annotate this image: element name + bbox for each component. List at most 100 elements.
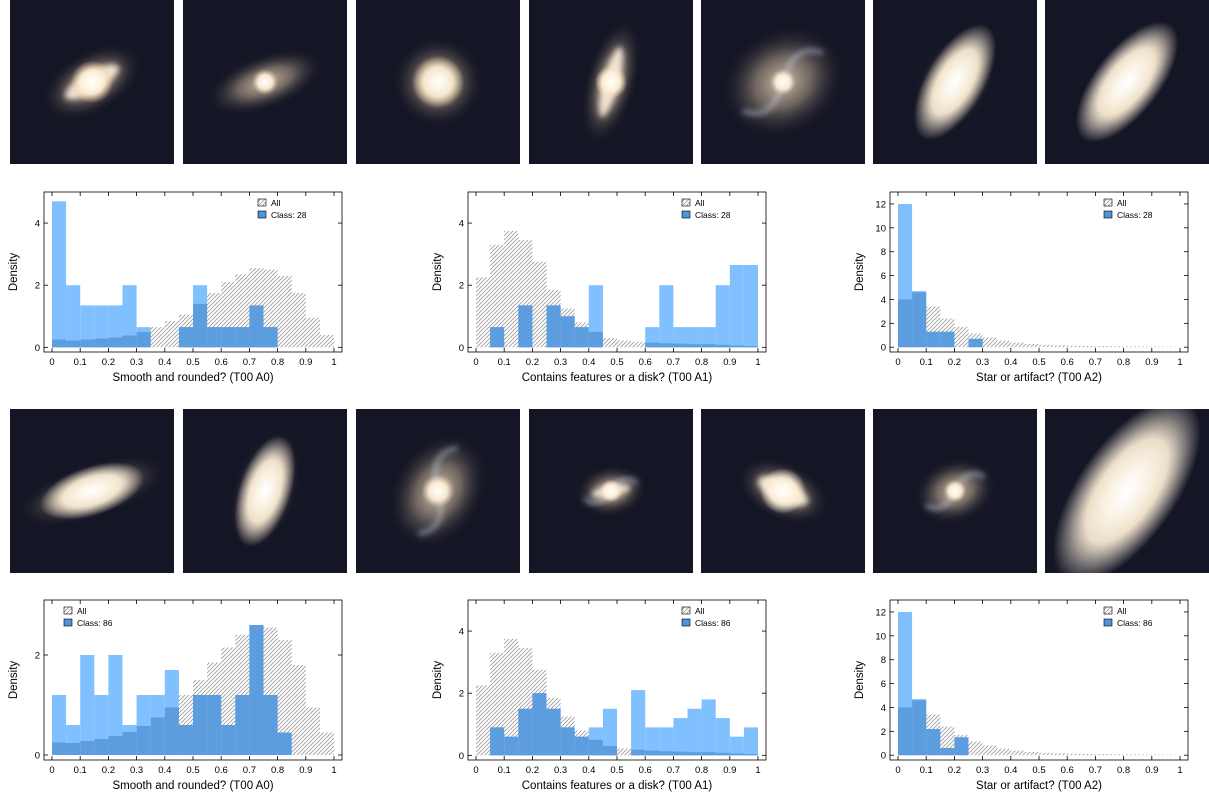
legend-class-swatch bbox=[64, 619, 72, 626]
x-tick-label: 0.1 bbox=[920, 765, 933, 776]
legend-all-label: All bbox=[1117, 198, 1127, 208]
barred-spiral-galaxy-icon bbox=[701, 409, 865, 573]
legend-all-label: All bbox=[695, 198, 705, 208]
overlap-bar bbox=[730, 753, 744, 755]
y-axis-label: Density bbox=[854, 661, 866, 700]
overlap-bar bbox=[151, 718, 165, 756]
overlap-bar bbox=[926, 729, 940, 755]
legend-all-label: All bbox=[695, 606, 705, 616]
x-tick-label: 0.4 bbox=[158, 765, 171, 776]
x-tick-label: 0.3 bbox=[554, 765, 567, 776]
x-tick-label: 0.7 bbox=[667, 357, 680, 368]
overlap-bar bbox=[561, 727, 575, 755]
overlap-bar bbox=[193, 304, 207, 347]
x-tick-label: 0.8 bbox=[271, 765, 284, 776]
spiral-galaxy-icon bbox=[356, 409, 520, 573]
x-tick-label: 0.5 bbox=[186, 765, 199, 776]
overlap-bar bbox=[532, 693, 546, 755]
class-bar bbox=[730, 265, 744, 347]
y-tick-label: 0 bbox=[459, 751, 464, 762]
y-axis-label: Density bbox=[8, 253, 20, 292]
all-bar bbox=[1025, 752, 1039, 755]
y-tick-label: 12 bbox=[875, 607, 886, 618]
overlap-bar bbox=[659, 751, 673, 755]
x-tick-label: 0.2 bbox=[102, 357, 115, 368]
x-tick-label: 0.9 bbox=[299, 357, 312, 368]
y-tick-label: 4 bbox=[459, 627, 464, 638]
overlap-bar bbox=[193, 695, 207, 755]
x-axis-label: Smooth and rounded? (T00 A0) bbox=[112, 372, 273, 384]
overlap-bar bbox=[137, 332, 151, 348]
x-tick-label: 0 bbox=[473, 357, 478, 368]
overlap-bar bbox=[898, 299, 912, 347]
all-bar bbox=[151, 327, 165, 347]
overlap-bar bbox=[264, 695, 278, 755]
y-tick-label: 4 bbox=[35, 219, 40, 230]
histogram-chart: 0 0.1 0.2 0.3 0.4 0.5 0.6 0.7 0.8 0.9 1024681012St… bbox=[846, 180, 1208, 380]
edge-on-galaxy-icon bbox=[873, 0, 1037, 164]
overlap-bar bbox=[969, 339, 983, 347]
overlap-bar bbox=[108, 337, 122, 347]
class-bar bbox=[659, 285, 673, 347]
overlap-bar bbox=[518, 305, 532, 347]
all-bar bbox=[1110, 754, 1124, 755]
all-bar bbox=[1152, 755, 1166, 756]
y-tick-label: 0 bbox=[35, 751, 40, 762]
x-tick-label: 0.7 bbox=[1089, 357, 1102, 368]
histogram-chart: 0 0.1 0.2 0.3 0.4 0.5 0.6 0.7 0.8 0.9 1024Contains… bbox=[424, 180, 786, 380]
all-bar bbox=[1138, 755, 1152, 756]
y-tick-label: 2 bbox=[881, 727, 886, 738]
y-tick-label: 2 bbox=[35, 281, 40, 292]
y-tick-label: 10 bbox=[875, 631, 886, 642]
all-bar bbox=[532, 262, 546, 347]
all-bar bbox=[1039, 345, 1053, 347]
overlap-bar bbox=[716, 345, 730, 347]
all-bar bbox=[1152, 347, 1166, 348]
overlap-bar bbox=[912, 700, 926, 755]
legend-class-label: Class: 86 bbox=[77, 618, 113, 628]
x-tick-label: 1 bbox=[1177, 765, 1182, 776]
all-bar bbox=[997, 749, 1011, 756]
y-axis-label: Density bbox=[854, 253, 866, 292]
all-bar bbox=[320, 335, 334, 347]
x-tick-label: 0.6 bbox=[639, 765, 652, 776]
x-tick-label: 0.8 bbox=[1117, 765, 1130, 776]
spiral-galaxy-icon bbox=[529, 409, 693, 573]
all-bar bbox=[603, 338, 617, 347]
all-bar bbox=[1039, 753, 1053, 755]
y-tick-label: 8 bbox=[881, 247, 886, 258]
class-bar bbox=[659, 727, 673, 755]
overlap-bar bbox=[575, 737, 589, 756]
legend-all-swatch bbox=[1104, 607, 1112, 614]
overlap-bar bbox=[66, 743, 80, 755]
legend-class-label: Class: 28 bbox=[271, 210, 307, 220]
all-bar bbox=[320, 733, 334, 756]
all-bar bbox=[997, 341, 1011, 348]
x-tick-label: 0.4 bbox=[582, 357, 595, 368]
overlap-bar bbox=[108, 736, 122, 755]
all-bar bbox=[1025, 344, 1039, 347]
overlap-bar bbox=[123, 336, 137, 348]
overlap-bar bbox=[575, 327, 589, 347]
overlap-bar bbox=[645, 751, 659, 756]
x-tick-label: 0.9 bbox=[299, 765, 312, 776]
overlap-bar bbox=[645, 343, 659, 348]
y-axis-label: Density bbox=[432, 661, 444, 700]
x-tick-label: 0.3 bbox=[130, 357, 143, 368]
overlap-bar bbox=[589, 740, 603, 756]
overlap-bar bbox=[589, 332, 603, 348]
barred-spiral-galaxy-icon bbox=[183, 0, 347, 164]
edge-on-galaxy-icon bbox=[183, 409, 347, 573]
histogram-chart: 0 0.1 0.2 0.3 0.4 0.5 0.6 0.7 0.8 0.9 1024Contains… bbox=[424, 588, 786, 788]
x-tick-label: 1 bbox=[1177, 357, 1182, 368]
edge-on-galaxy-icon bbox=[1045, 0, 1209, 164]
y-tick-label: 4 bbox=[881, 703, 886, 714]
x-tick-label: 0.4 bbox=[1004, 765, 1017, 776]
legend-all-swatch bbox=[258, 199, 266, 206]
x-axis-label: Star or artifact? (T00 A2) bbox=[976, 372, 1102, 384]
x-tick-label: 0.5 bbox=[1032, 765, 1045, 776]
all-bar bbox=[504, 231, 518, 348]
x-tick-label: 0 bbox=[49, 765, 54, 776]
overlap-bar bbox=[80, 340, 94, 348]
histogram-chart: 0 0.1 0.2 0.3 0.4 0.5 0.6 0.7 0.8 0.9 102Smooth an… bbox=[0, 588, 362, 788]
